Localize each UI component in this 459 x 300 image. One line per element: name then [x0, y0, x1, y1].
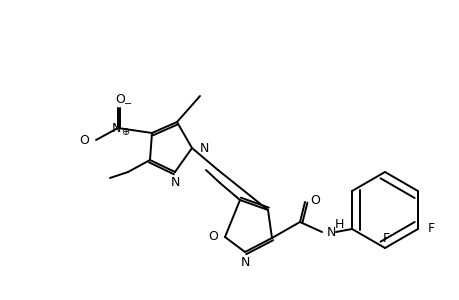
Text: ⊕: ⊕	[121, 127, 129, 137]
Text: O: O	[115, 92, 125, 106]
Text: O: O	[207, 230, 218, 244]
Text: H: H	[334, 218, 344, 232]
Text: N: N	[170, 176, 179, 188]
Text: F: F	[381, 232, 389, 245]
Text: N: N	[240, 256, 249, 269]
Text: N: N	[326, 226, 336, 238]
Text: F: F	[427, 223, 434, 236]
Text: −: −	[123, 99, 132, 109]
Text: O: O	[309, 194, 319, 206]
Text: O: O	[79, 134, 89, 146]
Text: N: N	[111, 122, 120, 134]
Text: N: N	[200, 142, 209, 154]
